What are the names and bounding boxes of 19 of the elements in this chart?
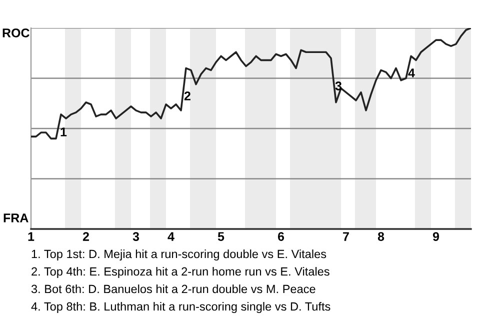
x-tick-label: 1: [28, 232, 34, 241]
text: 4. Top 8th: B. Luthman hit a run-scoring single vs D. Tufts: [31, 302, 330, 314]
x-tick-label: 5: [218, 232, 224, 241]
annotation: 1: [60, 128, 67, 136]
x-tick-label: 8: [378, 232, 384, 241]
x-tick-label: 7: [343, 232, 349, 241]
x-tick-label: 4: [168, 232, 174, 241]
text: 2. Top 4th: E. Espinoza hit a 2-run home run vs E. Vitales: [32, 266, 330, 278]
x-tick-label: 6: [278, 232, 284, 241]
text: 1. Top 1st: D. Mejia hit a run-scoring double vs E. Vitales: [32, 249, 326, 261]
text: FRA: [4, 214, 28, 222]
text: 3. Bot 6th: D. Banuelos hit a 2-run double vs M. Peace: [31, 284, 316, 294]
annotation: 3: [335, 82, 342, 90]
text: ROC: [2, 28, 30, 38]
annotation: 2: [184, 92, 190, 100]
x-tick-label: 2: [82, 232, 89, 241]
x-tick-label: 9: [432, 232, 440, 241]
annotation: 4: [408, 68, 415, 78]
x-tick-label: 3: [132, 232, 140, 241]
